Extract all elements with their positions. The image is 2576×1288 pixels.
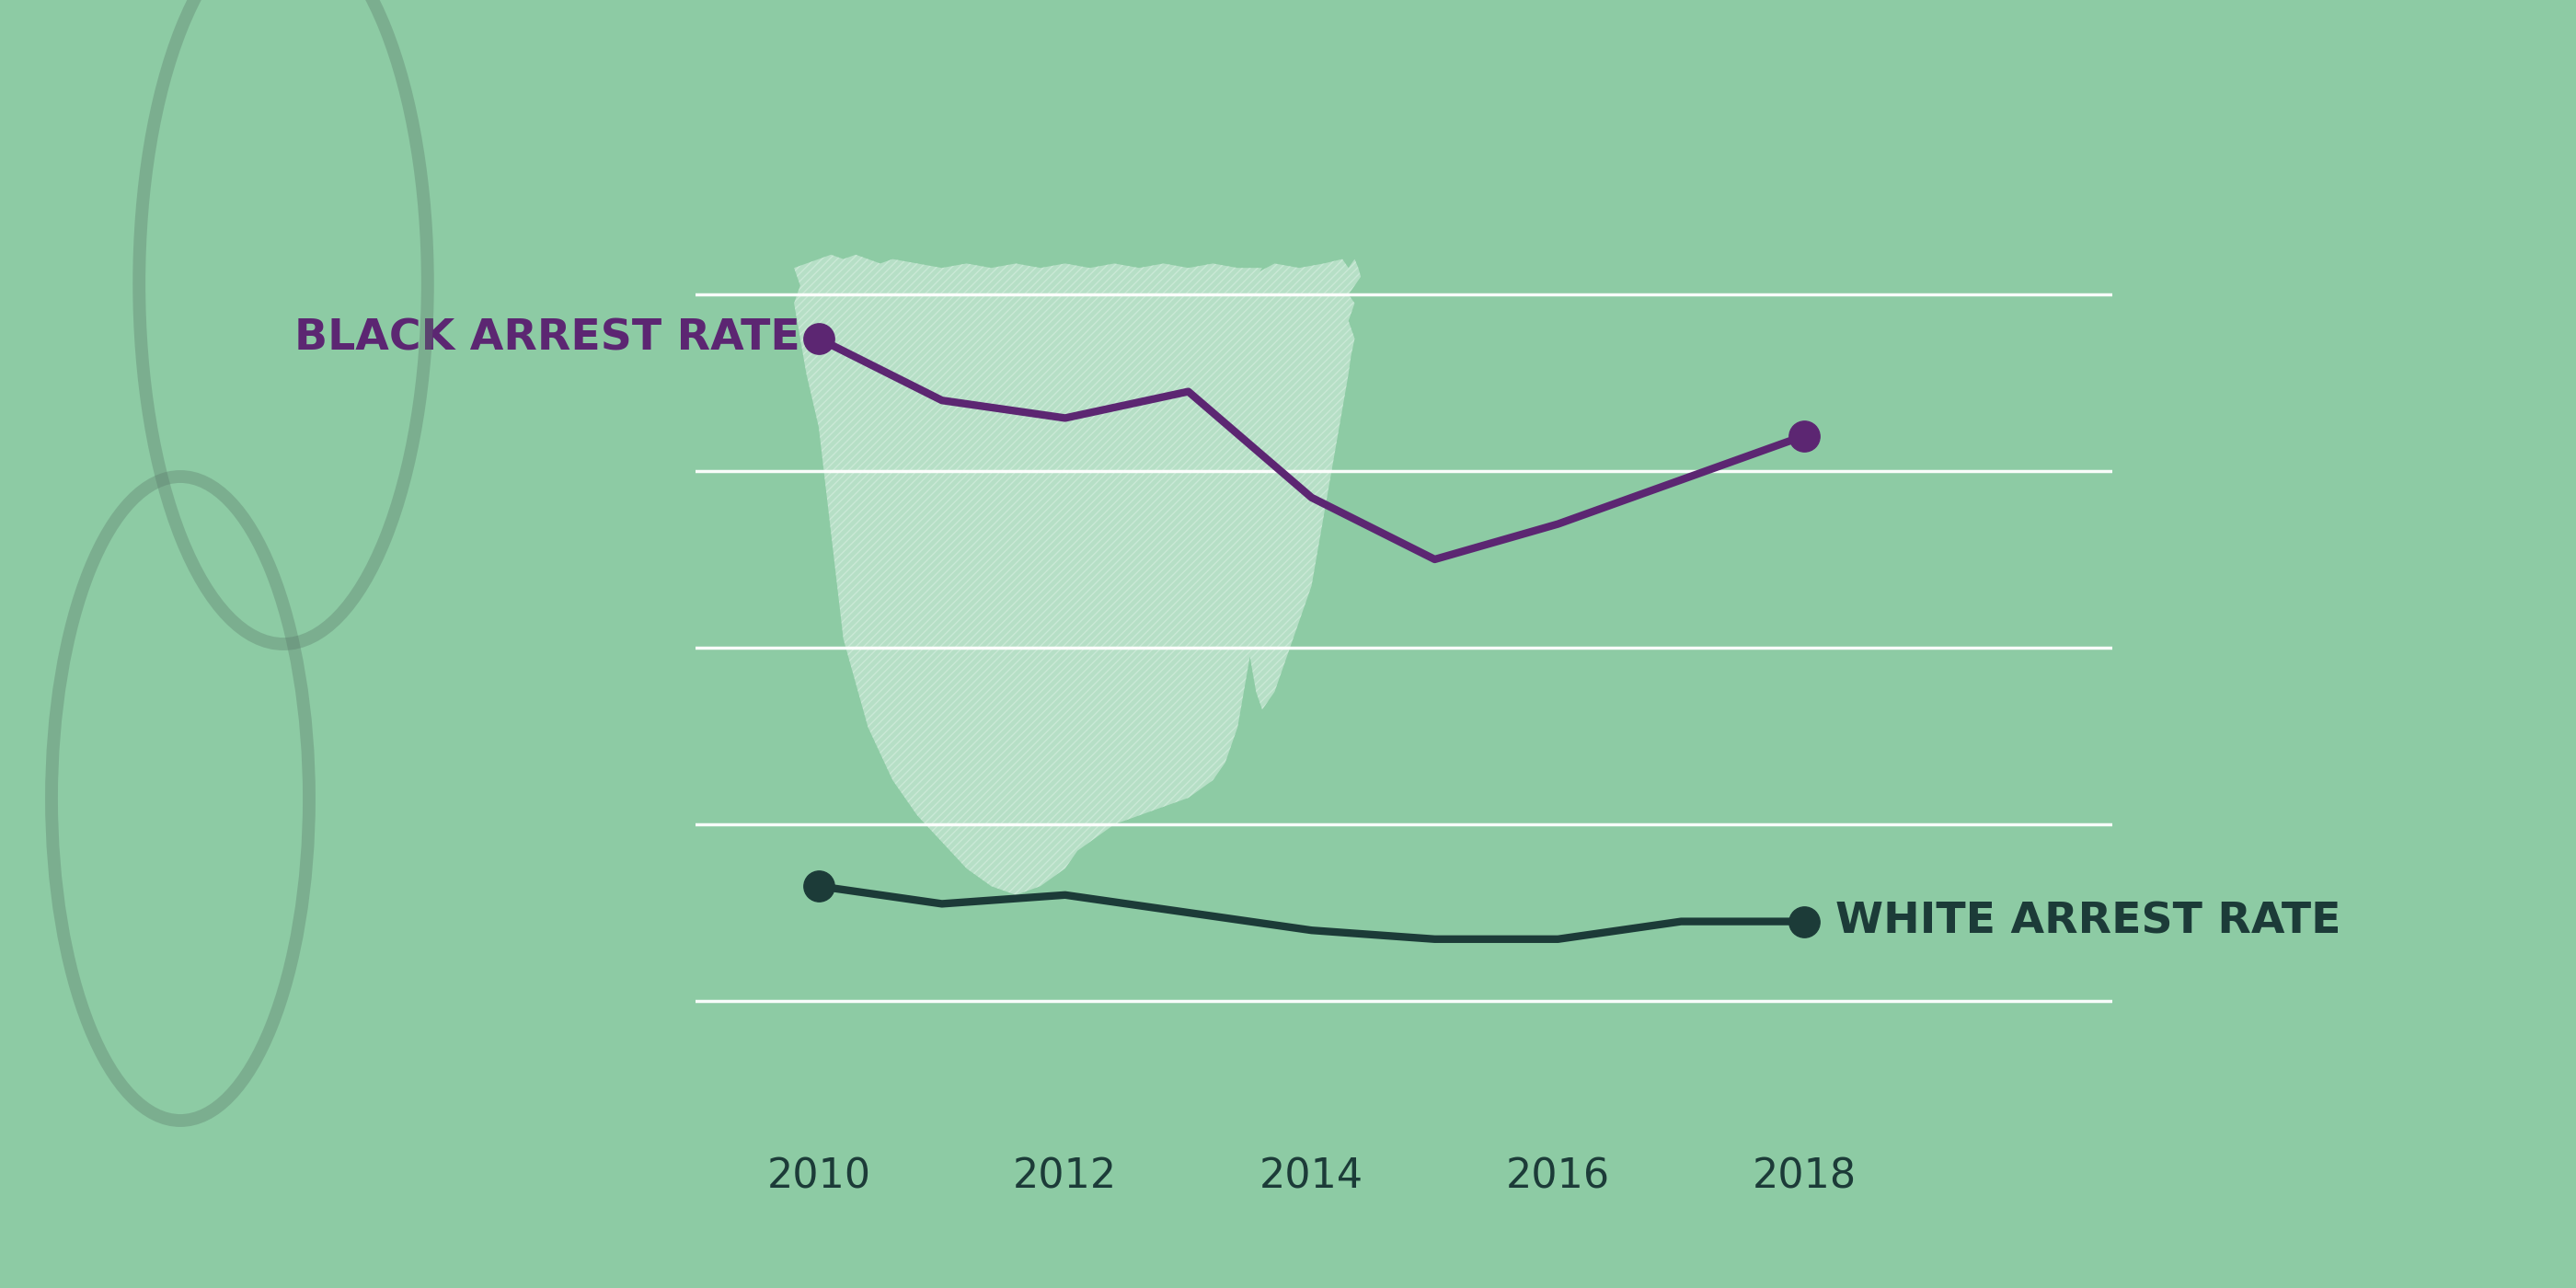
Text: WHITE ARREST RATE: WHITE ARREST RATE (1834, 900, 2342, 943)
Text: BLACK ARREST RATE: BLACK ARREST RATE (294, 318, 801, 359)
Polygon shape (793, 255, 1360, 895)
